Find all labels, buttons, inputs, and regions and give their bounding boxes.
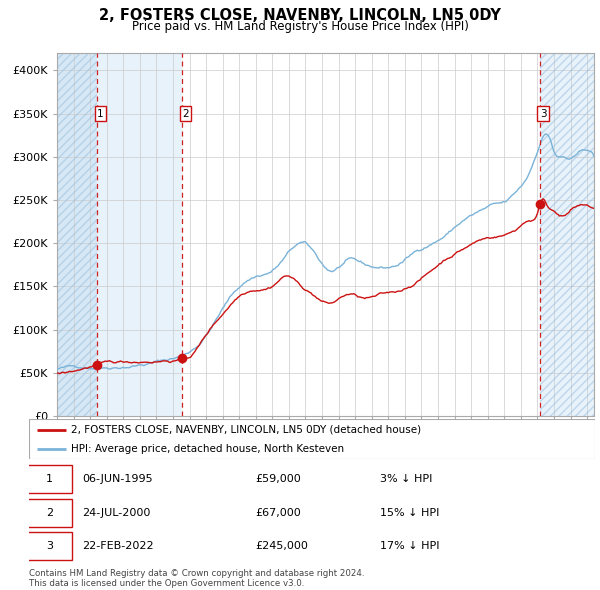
Bar [182,53,540,416]
FancyBboxPatch shape [26,532,73,560]
Text: This data is licensed under the Open Government Licence v3.0.: This data is licensed under the Open Gov… [29,579,304,588]
Bar [57,53,97,416]
Text: 2, FOSTERS CLOSE, NAVENBY, LINCOLN, LN5 0DY (detached house): 2, FOSTERS CLOSE, NAVENBY, LINCOLN, LN5 … [71,425,421,435]
Text: £67,000: £67,000 [256,508,301,517]
FancyBboxPatch shape [26,499,73,527]
FancyBboxPatch shape [26,465,73,493]
Text: 2, FOSTERS CLOSE, NAVENBY, LINCOLN, LN5 0DY: 2, FOSTERS CLOSE, NAVENBY, LINCOLN, LN5 … [99,8,501,23]
Text: 24-JUL-2000: 24-JUL-2000 [83,508,151,517]
Text: 3: 3 [540,109,547,119]
Text: 06-JUN-1995: 06-JUN-1995 [83,474,153,484]
Text: Price paid vs. HM Land Registry's House Price Index (HPI): Price paid vs. HM Land Registry's House … [131,20,469,33]
Text: 15% ↓ HPI: 15% ↓ HPI [380,508,439,517]
Text: HPI: Average price, detached house, North Kesteven: HPI: Average price, detached house, Nort… [71,444,344,454]
Text: 1: 1 [97,109,104,119]
Bar [57,53,97,416]
Text: Contains HM Land Registry data © Crown copyright and database right 2024.: Contains HM Land Registry data © Crown c… [29,569,364,578]
Bar [540,53,594,416]
Text: £245,000: £245,000 [256,541,308,551]
Text: 3% ↓ HPI: 3% ↓ HPI [380,474,433,484]
Text: 3: 3 [46,541,53,551]
Text: 22-FEB-2022: 22-FEB-2022 [83,541,154,551]
Text: 2: 2 [46,508,53,517]
Bar [97,53,182,416]
Text: £59,000: £59,000 [256,474,301,484]
Text: 1: 1 [46,474,53,484]
Text: 2: 2 [182,109,189,119]
Bar [540,53,594,416]
Text: 17% ↓ HPI: 17% ↓ HPI [380,541,439,551]
